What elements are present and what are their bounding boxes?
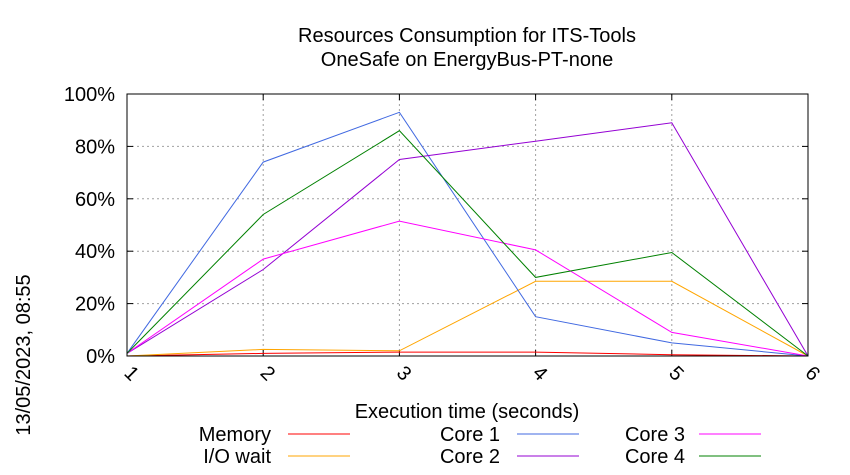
plot-frame [126,93,809,357]
legend-label-core-3: Core 3 [625,424,685,446]
series-line-memory [126,351,809,357]
timestamp-label: 13/05/2023, 08:55 [13,274,35,435]
x-tick-label: 6 [801,362,824,385]
legend-label-core-2: Core 2 [440,446,500,468]
legend-label-core-4: Core 4 [625,446,685,468]
x-axis-label: Execution time (seconds) [355,401,580,423]
y-axis-ticks: 0% 20% 40% 60% 80% 100% [64,84,808,368]
y-tick-label: 100% [64,84,115,106]
chart-title: Resources Consumption for ITS-Tools [298,25,636,47]
x-tick-label: 5 [664,362,687,385]
y-tick-label: 20% [75,294,115,316]
x-tick-label: 2 [256,362,279,385]
grid [127,94,808,356]
legend-label-i-o-wait: I/O wait [203,446,271,468]
chart-subtitle: OneSafe on EnergyBus-PT-none [321,49,613,71]
x-tick-label: 3 [392,362,415,385]
y-tick-label: 80% [75,136,115,158]
x-tick-label: 4 [528,362,551,385]
y-tick-label: 40% [75,241,115,263]
legend-label-core-1: Core 1 [440,424,500,446]
legend-label-memory: Memory [199,424,271,446]
x-axis-ticks: 1 2 3 4 5 6 [120,94,824,385]
x-tick-label: 1 [120,362,143,385]
series-line-core-1 [126,111,809,357]
y-tick-label: 0% [86,346,115,368]
series-line-core-2 [126,122,809,357]
series-line-core-3 [126,220,809,357]
series-lines [126,111,809,357]
series-line-i-o-wait [126,280,809,357]
series-line-core-4 [126,130,809,357]
y-tick-label: 60% [75,189,115,211]
